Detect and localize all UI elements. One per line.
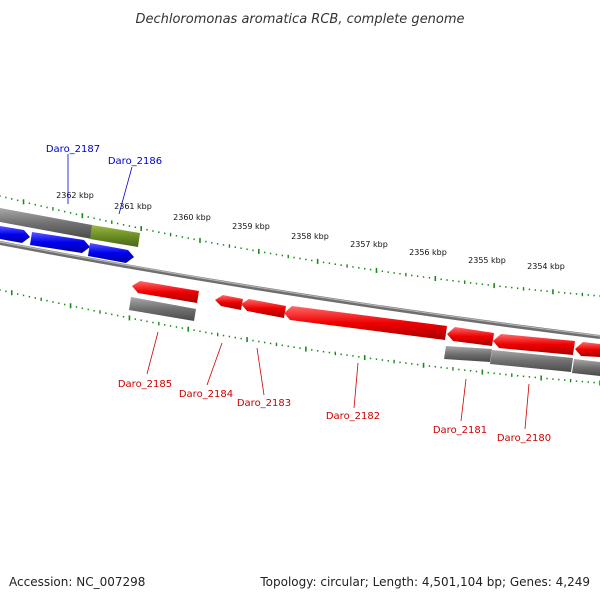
scale-label: 2355 kbp	[468, 256, 506, 265]
cds-bar[interactable]	[490, 350, 573, 372]
genome-summary-text: Topology: circular; Length: 4,501,104 bp…	[259, 575, 590, 589]
label-leader-line	[460, 378, 467, 422]
gene-arrow-forward[interactable]	[0, 226, 30, 243]
scale-labels: 2362 kbp 2361 kbp 2360 kbp 2359 kbp 2358…	[56, 191, 565, 271]
gene-arrow-daro-2182[interactable]	[284, 306, 447, 340]
gene-label-daro-2184[interactable]: Daro_2184	[179, 389, 233, 400]
forward-strand	[0, 208, 140, 263]
scale-label: 2359 kbp	[232, 222, 270, 231]
genome-backbone	[0, 241, 600, 339]
gene-label-daro-2185[interactable]: Daro_2185	[118, 379, 172, 390]
label-leader-line	[118, 166, 133, 215]
scale-label: 2357 kbp	[350, 240, 388, 249]
gene-arrow-daro-2184[interactable]	[215, 295, 243, 310]
scale-label: 2356 kbp	[409, 248, 447, 257]
gene-arrow-daro-2181[interactable]	[447, 327, 494, 346]
label-leader-line	[146, 331, 159, 375]
cds-bar[interactable]	[129, 297, 196, 321]
reverse-strand	[129, 281, 600, 376]
gene-arrow-daro-2187[interactable]	[30, 232, 90, 253]
inner-scale-ticks	[0, 289, 600, 386]
label-leader-line	[353, 362, 359, 409]
cds-bar[interactable]	[572, 359, 600, 376]
gene-label-daro-2186[interactable]: Daro_2186	[108, 156, 162, 167]
accession-text: Accession: NC_007298	[9, 575, 145, 589]
gene-arrow-reverse[interactable]	[575, 342, 600, 357]
scale-label: 2361 kbp	[114, 202, 152, 211]
genome-backbone-highlight	[0, 241, 600, 337]
map-title: Dechloromonas aromatica RCB, complete ge…	[135, 12, 464, 27]
label-leader-line	[206, 342, 223, 386]
cds-bar[interactable]	[0, 208, 92, 239]
gene-label-daro-2180[interactable]: Daro_2180	[497, 433, 551, 444]
outer-scale-ticks	[0, 195, 600, 297]
gene-arrow-daro-2185[interactable]	[132, 281, 199, 303]
gene-arrow-daro-2186[interactable]	[88, 243, 134, 263]
gene-label-daro-2181[interactable]: Daro_2181	[433, 425, 487, 436]
scale-label: 2362 kbp	[56, 191, 94, 200]
gene-arrow-daro-2183[interactable]	[241, 299, 286, 318]
gene-arrow-daro-2180[interactable]	[493, 334, 575, 355]
gene-labels: Daro_2187 Daro_2186 Daro_2185 Daro_2184 …	[46, 144, 551, 444]
gene-label-daro-2187[interactable]: Daro_2187	[46, 144, 100, 155]
scale-label: 2360 kbp	[173, 213, 211, 222]
cds-bar[interactable]	[444, 346, 492, 362]
gene-label-daro-2183[interactable]: Daro_2183	[237, 398, 291, 409]
gene-feature-daro-2186-highlight[interactable]	[90, 225, 140, 247]
label-leader-line	[256, 347, 265, 396]
gene-label-daro-2182[interactable]: Daro_2182	[326, 411, 380, 422]
scale-label: 2354 kbp	[527, 262, 565, 271]
scale-label: 2358 kbp	[291, 232, 329, 241]
label-leader-line	[524, 383, 530, 430]
